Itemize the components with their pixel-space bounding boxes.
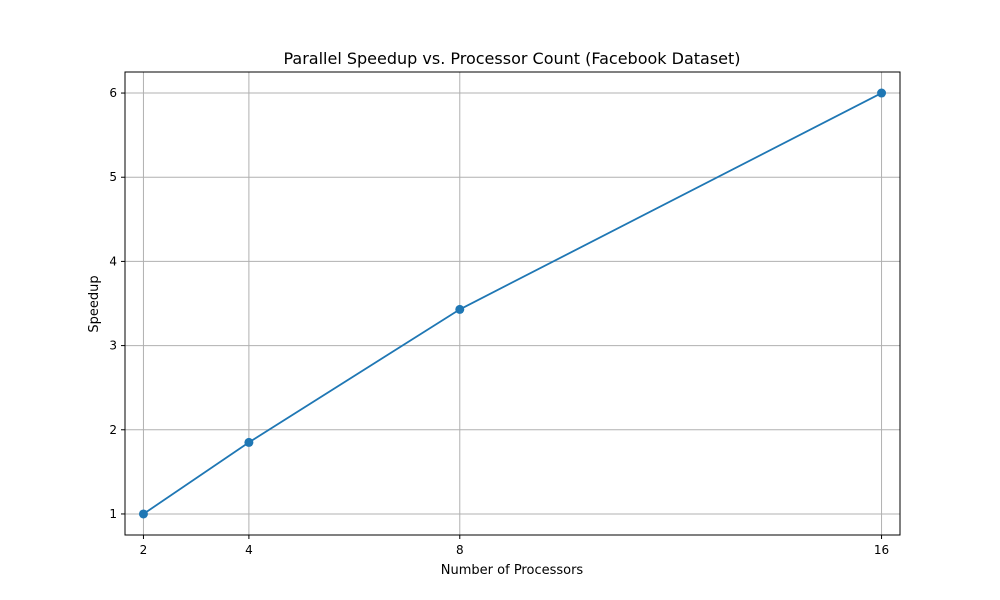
y-tick-label: 2: [109, 423, 117, 437]
y-tick-label: 5: [109, 170, 117, 184]
grid-lines: [125, 72, 900, 535]
data-point: [244, 437, 254, 447]
y-axis-label: Speedup: [87, 275, 102, 332]
y-tick-label: 6: [109, 86, 117, 100]
x-tick-label: 16: [874, 543, 889, 557]
x-tick-label: 4: [245, 543, 253, 557]
x-tick-label: 2: [140, 543, 148, 557]
y-tick-label: 1: [109, 507, 117, 521]
x-tick-label: 8: [456, 543, 464, 557]
tick-group: 2 4 8 16 1 2 3 4 5 6: [109, 86, 889, 557]
y-tick-label: 4: [109, 254, 117, 268]
plot-frame: [124, 71, 901, 536]
data-point: [138, 509, 148, 519]
chart-title: Parallel Speedup vs. Processor Count (Fa…: [283, 49, 740, 68]
data-point: [455, 304, 465, 314]
series-group: [138, 88, 887, 519]
y-tick-label: 3: [109, 339, 117, 353]
x-axis-label: Number of Processors: [441, 563, 584, 578]
series-line: [142, 92, 882, 515]
data-point: [877, 88, 887, 98]
